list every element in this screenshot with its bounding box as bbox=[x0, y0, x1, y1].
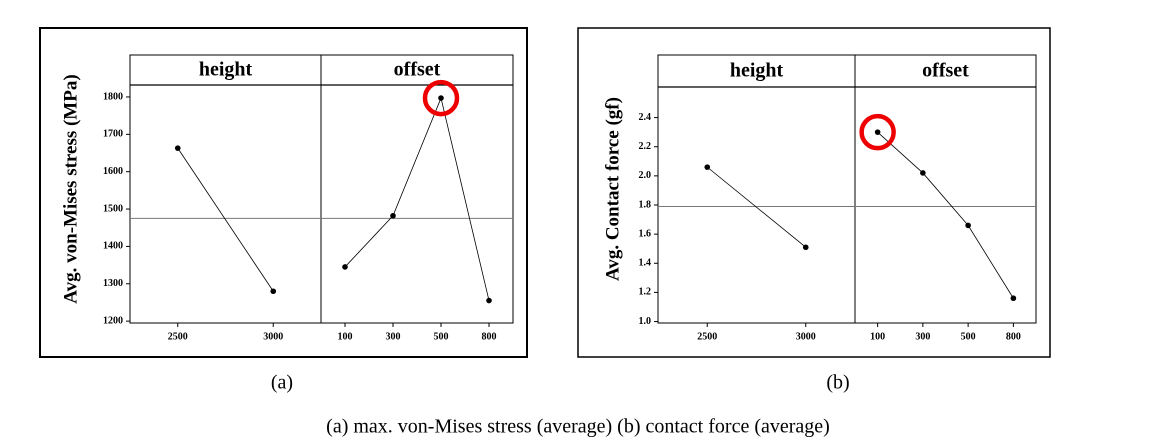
line bbox=[706, 166, 807, 248]
y-tick-label: 1.6 bbox=[639, 228, 652, 239]
x-tick-label: 3000 bbox=[796, 331, 816, 342]
panel-title: height bbox=[730, 60, 784, 82]
line bbox=[344, 96, 490, 301]
y-tick-label: 2.2 bbox=[639, 141, 652, 152]
point bbox=[802, 244, 809, 251]
y-tick-label: 1700 bbox=[103, 129, 123, 140]
y-axis-label: Avg. von-Mises stress (MPa) bbox=[60, 74, 81, 303]
line bbox=[877, 131, 1014, 299]
y-tick-label: 1.8 bbox=[639, 199, 652, 210]
point bbox=[1010, 295, 1017, 302]
chart-label: (a) bbox=[271, 372, 293, 394]
point bbox=[874, 129, 881, 135]
y-tick-label: 1800 bbox=[103, 91, 123, 102]
y-tick-label: 1600 bbox=[103, 166, 123, 177]
x-tick-label: 2500 bbox=[168, 331, 188, 342]
y-tick-label: 2.0 bbox=[639, 170, 652, 181]
x-tick-label: 500 bbox=[961, 331, 976, 342]
y-tick-label: 1400 bbox=[103, 241, 123, 252]
panel-title: offset bbox=[394, 59, 441, 81]
point bbox=[486, 297, 492, 304]
x-tick-label: 300 bbox=[915, 331, 930, 342]
x-tick-label: 100 bbox=[338, 331, 353, 342]
frame-b bbox=[577, 27, 1051, 358]
chart-label: (b) bbox=[826, 372, 849, 394]
y-tick-label: 2.4 bbox=[639, 112, 652, 123]
point bbox=[270, 288, 277, 295]
x-tick-label: 500 bbox=[434, 331, 449, 342]
point bbox=[342, 264, 348, 270]
panel-title: height bbox=[199, 59, 253, 81]
point bbox=[390, 212, 396, 219]
highlight-ring bbox=[422, 79, 460, 117]
point bbox=[174, 145, 181, 151]
point bbox=[438, 95, 444, 101]
y-tick-label: 1200 bbox=[103, 315, 123, 326]
y-tick-label: 1300 bbox=[103, 278, 123, 289]
y-tick-label: 1.2 bbox=[639, 287, 652, 298]
frame-a bbox=[39, 27, 528, 358]
y-tick-label: 1.0 bbox=[639, 316, 652, 327]
point bbox=[965, 222, 971, 229]
x-tick-label: 100 bbox=[870, 331, 885, 342]
x-tick-label: 800 bbox=[482, 331, 497, 342]
y-tick-label: 1.4 bbox=[639, 258, 652, 269]
x-tick-label: 800 bbox=[1006, 331, 1021, 342]
y-tick-label: 1500 bbox=[103, 203, 123, 214]
y-axis-label: Avg. Contact force (gf) bbox=[602, 97, 623, 281]
panel-title: offset bbox=[922, 60, 969, 82]
x-tick-label: 3000 bbox=[263, 331, 283, 342]
x-tick-label: 2500 bbox=[697, 331, 717, 342]
line bbox=[177, 147, 274, 292]
point bbox=[704, 164, 711, 170]
x-tick-label: 300 bbox=[386, 331, 401, 342]
caption: (a) max. von-Mises stress (average) (b) … bbox=[326, 416, 830, 438]
point bbox=[920, 170, 926, 176]
highlight-ring bbox=[859, 113, 896, 151]
plot-frame bbox=[657, 54, 1037, 324]
